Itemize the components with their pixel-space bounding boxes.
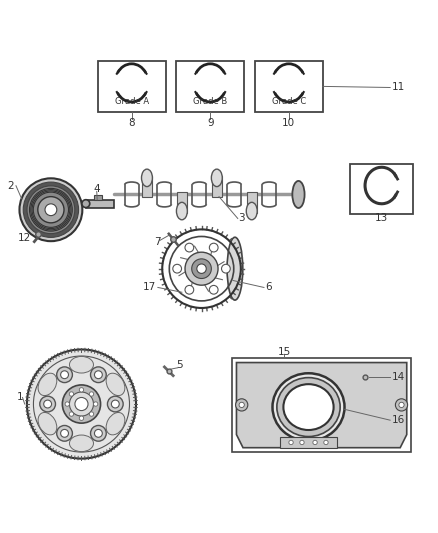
Ellipse shape (141, 169, 152, 187)
Bar (177, 192, 187, 213)
Circle shape (69, 412, 74, 416)
Circle shape (313, 440, 317, 445)
Circle shape (239, 402, 244, 408)
Bar (98, 61, 166, 111)
Circle shape (209, 285, 218, 294)
Circle shape (89, 392, 94, 396)
Text: 17: 17 (142, 282, 155, 293)
Circle shape (236, 399, 248, 411)
Circle shape (60, 371, 68, 378)
Bar (255, 61, 323, 111)
Text: 8: 8 (128, 118, 135, 128)
Bar (177, 61, 244, 111)
Text: 11: 11 (392, 83, 405, 93)
Text: 10: 10 (283, 118, 295, 128)
Circle shape (107, 396, 123, 412)
Circle shape (95, 371, 102, 378)
Circle shape (95, 430, 102, 437)
Circle shape (23, 182, 78, 237)
Circle shape (27, 350, 136, 458)
Text: 16: 16 (392, 415, 405, 425)
Text: 6: 6 (265, 282, 272, 293)
Circle shape (27, 186, 75, 233)
Ellipse shape (106, 373, 125, 395)
Ellipse shape (277, 377, 340, 437)
Text: Grade C: Grade C (272, 97, 306, 106)
Circle shape (222, 264, 230, 273)
Ellipse shape (246, 203, 257, 220)
Circle shape (65, 402, 70, 406)
Circle shape (75, 398, 88, 410)
Text: 3: 3 (239, 214, 245, 223)
Bar (94, 195, 102, 200)
Text: 7: 7 (155, 238, 161, 247)
Bar (86, 200, 114, 207)
Text: 15: 15 (278, 346, 291, 357)
Circle shape (79, 387, 84, 392)
Circle shape (44, 400, 52, 408)
Ellipse shape (283, 384, 334, 430)
Circle shape (289, 440, 293, 445)
Circle shape (185, 252, 218, 285)
Text: Grade B: Grade B (193, 97, 227, 106)
Ellipse shape (82, 200, 90, 207)
Ellipse shape (292, 181, 304, 208)
Ellipse shape (38, 373, 57, 395)
Circle shape (19, 179, 82, 241)
Text: 9: 9 (207, 118, 214, 128)
Text: 1: 1 (17, 392, 24, 402)
Circle shape (40, 396, 56, 412)
Circle shape (57, 367, 72, 383)
Circle shape (396, 399, 408, 411)
Bar (350, 164, 413, 214)
Ellipse shape (227, 237, 243, 300)
Circle shape (192, 259, 212, 279)
Circle shape (185, 243, 194, 252)
Circle shape (185, 285, 194, 294)
Bar (232, 358, 411, 452)
Circle shape (38, 197, 64, 223)
Text: Grade A: Grade A (115, 97, 149, 106)
Circle shape (93, 402, 98, 406)
Text: 12: 12 (18, 233, 32, 243)
Bar (212, 176, 222, 197)
Circle shape (324, 440, 328, 445)
Circle shape (70, 392, 93, 416)
Circle shape (91, 367, 106, 383)
Circle shape (62, 385, 101, 423)
Text: 2: 2 (7, 181, 14, 191)
Circle shape (60, 430, 68, 437)
Bar (280, 437, 337, 448)
Ellipse shape (70, 357, 93, 373)
Circle shape (209, 243, 218, 252)
Ellipse shape (38, 413, 57, 435)
Circle shape (300, 440, 304, 445)
Ellipse shape (106, 413, 125, 435)
Circle shape (45, 204, 57, 216)
Ellipse shape (70, 435, 93, 451)
Text: 4: 4 (93, 184, 100, 194)
Polygon shape (237, 362, 407, 448)
Ellipse shape (272, 373, 345, 441)
Circle shape (399, 402, 404, 408)
Circle shape (69, 392, 74, 396)
Circle shape (89, 412, 94, 416)
Circle shape (57, 425, 72, 441)
Circle shape (79, 416, 84, 421)
Bar (142, 176, 152, 197)
Circle shape (173, 264, 181, 273)
Circle shape (111, 400, 119, 408)
Text: 5: 5 (177, 360, 183, 370)
Bar (247, 192, 257, 213)
Ellipse shape (212, 169, 222, 187)
Ellipse shape (177, 203, 187, 220)
Text: 14: 14 (392, 372, 405, 382)
Text: 13: 13 (375, 214, 389, 223)
Circle shape (197, 264, 206, 273)
Circle shape (91, 425, 106, 441)
